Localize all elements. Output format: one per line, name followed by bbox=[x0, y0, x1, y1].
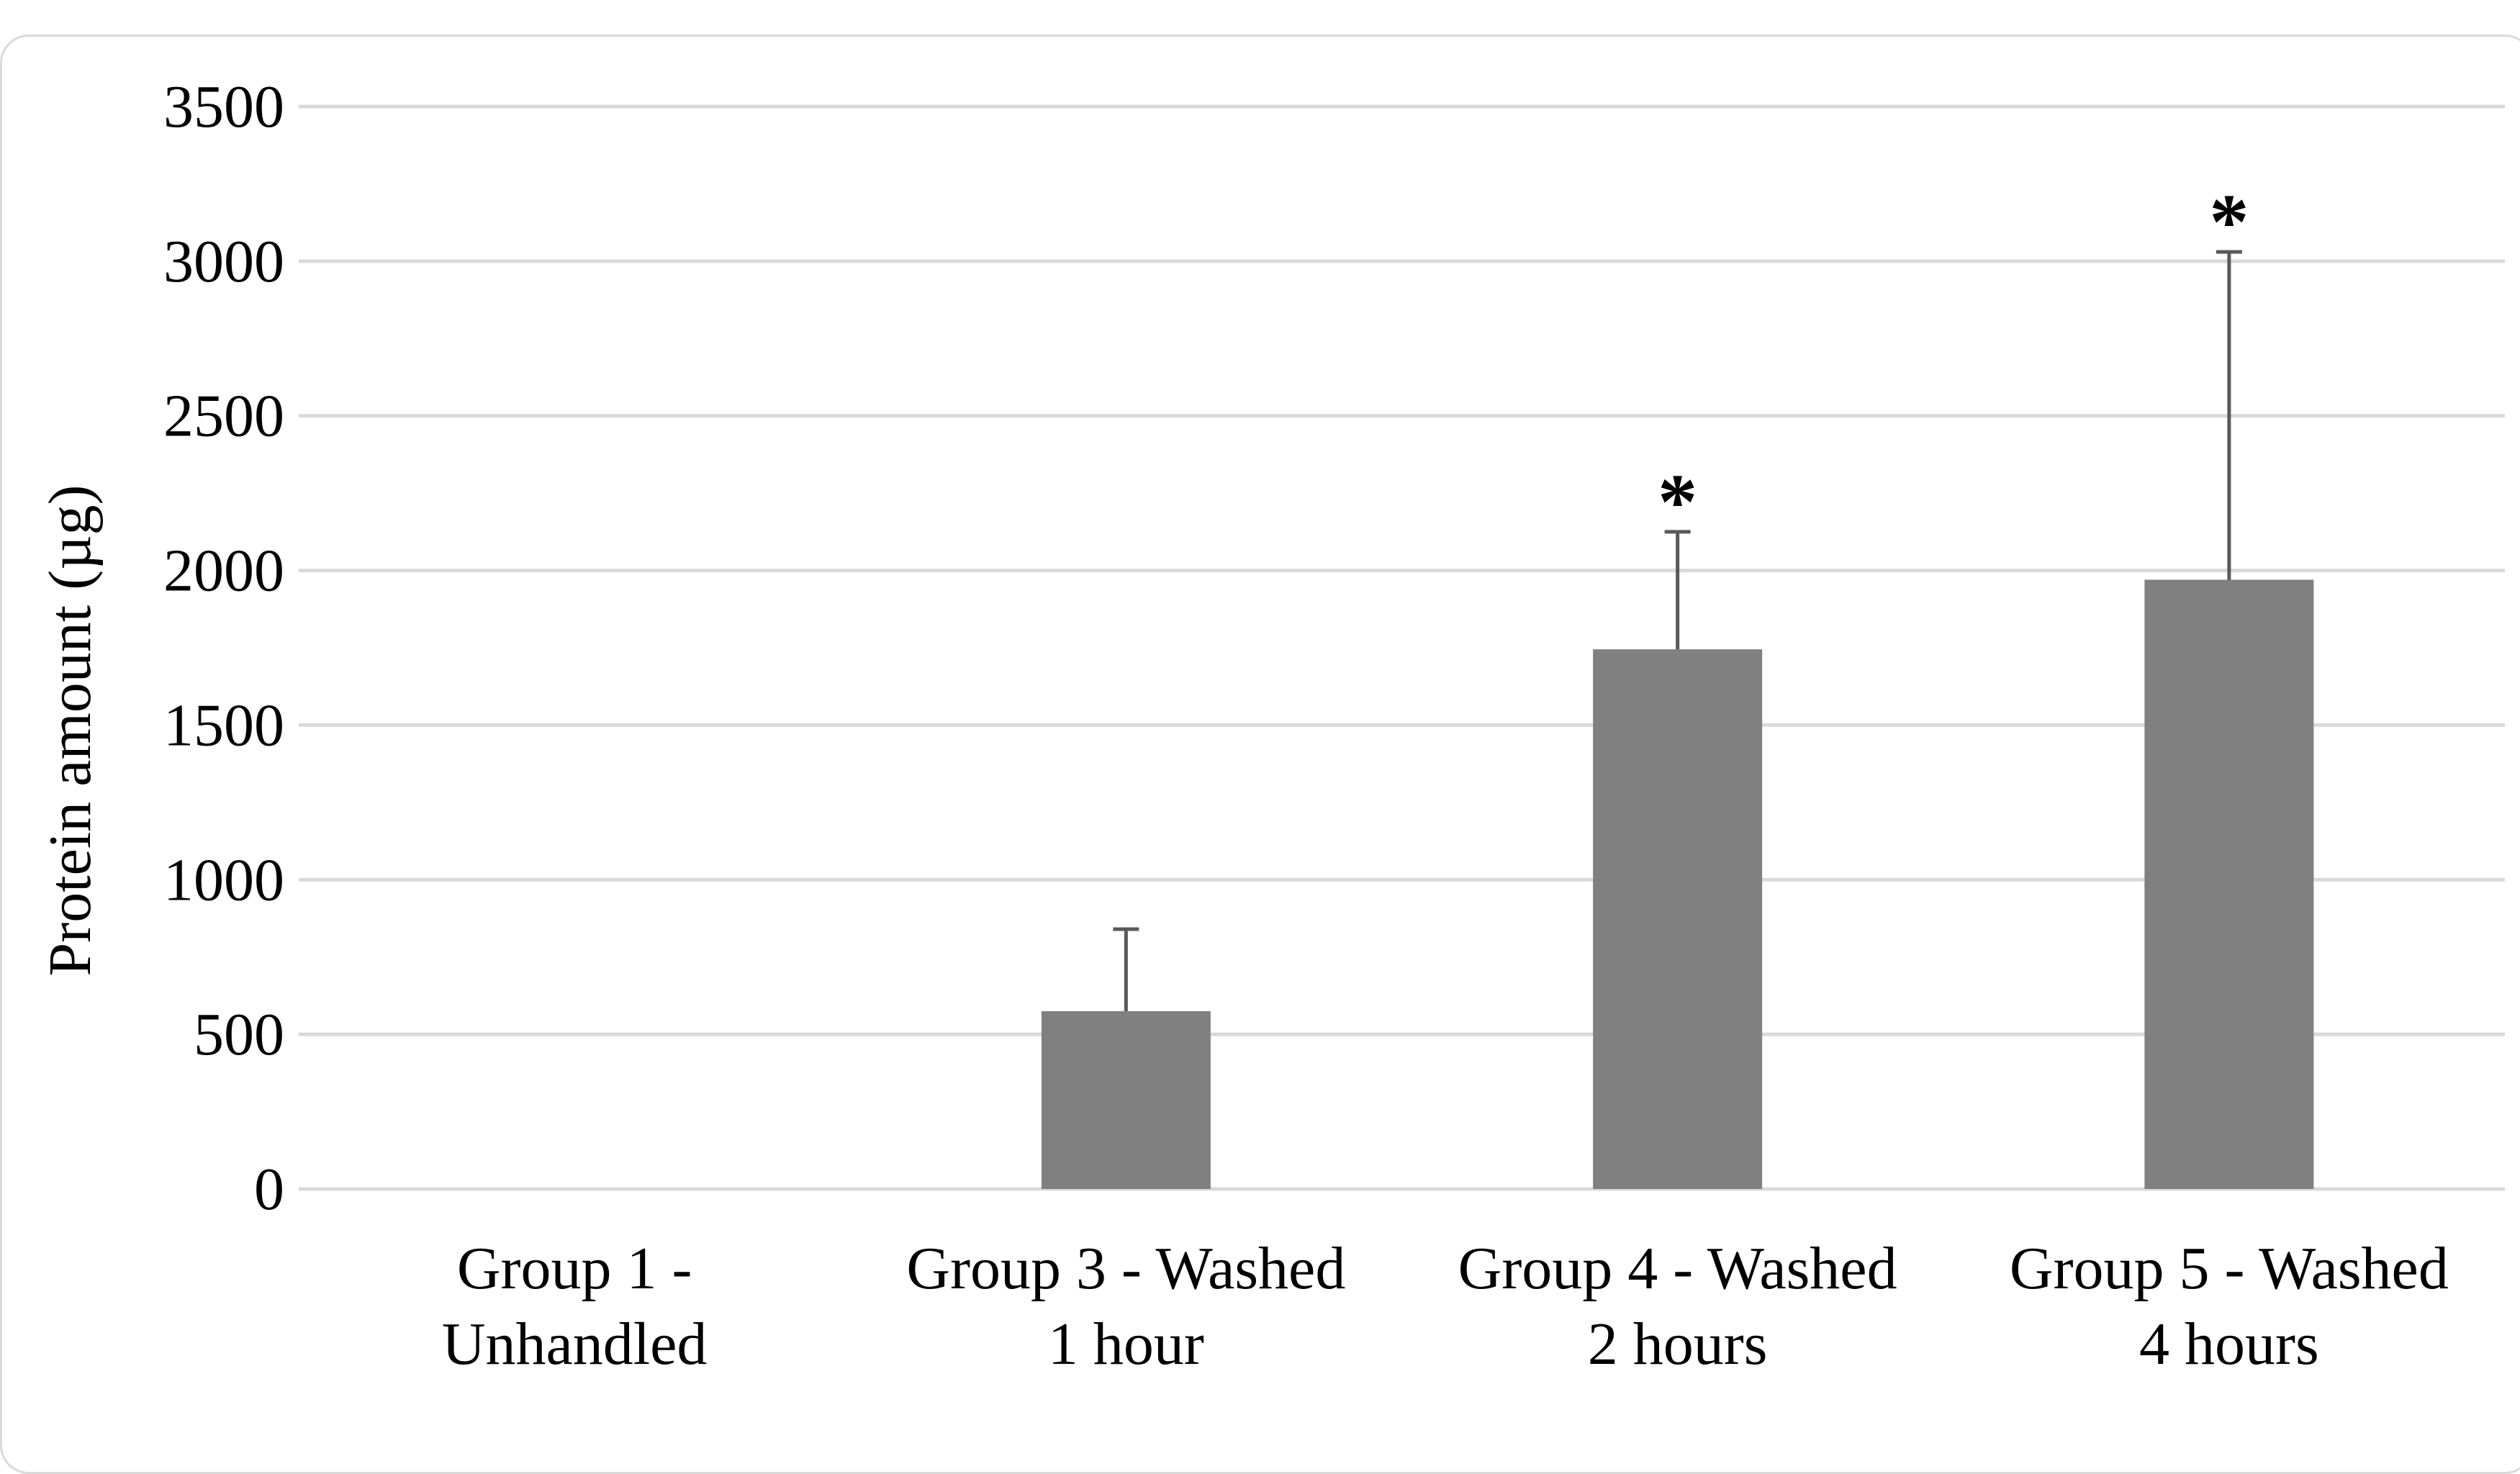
x-axis-categories: Group 1 - Unhandled Group 3 - Washed 1 hour… bbox=[442, 1235, 2449, 1378]
bar bbox=[1041, 1010, 1211, 1189]
y-tick-label: 500 bbox=[194, 1001, 284, 1068]
y-tick-label: 2500 bbox=[163, 383, 284, 450]
x-category-label: Group 5 - Washed bbox=[2010, 1235, 2449, 1302]
y-axis-label: Protein amount (µg) bbox=[37, 485, 104, 977]
x-category-label: Group 4 - Washed bbox=[1458, 1235, 1897, 1302]
x-category-label: 1 hour bbox=[1048, 1311, 1204, 1378]
significance-asterisk: * bbox=[2209, 178, 2249, 266]
x-category-label: Unhandled bbox=[442, 1311, 708, 1378]
significance-markers: ** bbox=[1658, 178, 2249, 546]
y-tick-label: 0 bbox=[254, 1156, 284, 1223]
y-tick-label: 3000 bbox=[163, 228, 284, 295]
x-category-label: Group 1 - bbox=[457, 1235, 692, 1302]
y-axis-ticks: 0 500 1000 1500 2000 2500 3000 3500 bbox=[163, 73, 284, 1223]
x-category-label: 2 hours bbox=[1588, 1311, 1768, 1378]
gridlines bbox=[299, 104, 2505, 1191]
y-tick-label: 3500 bbox=[163, 73, 284, 140]
x-category-label: Group 3 - Washed bbox=[906, 1235, 1345, 1302]
y-tick-label: 2000 bbox=[163, 538, 284, 605]
bar bbox=[2144, 579, 2314, 1189]
bar bbox=[1593, 649, 1763, 1189]
significance-asterisk: * bbox=[1658, 458, 1697, 546]
x-category-label: 4 hours bbox=[2139, 1311, 2319, 1378]
y-tick-label: 1000 bbox=[163, 846, 284, 913]
error-bars bbox=[1113, 250, 2242, 1011]
y-tick-label: 1500 bbox=[163, 692, 284, 759]
bars bbox=[1041, 579, 2314, 1189]
